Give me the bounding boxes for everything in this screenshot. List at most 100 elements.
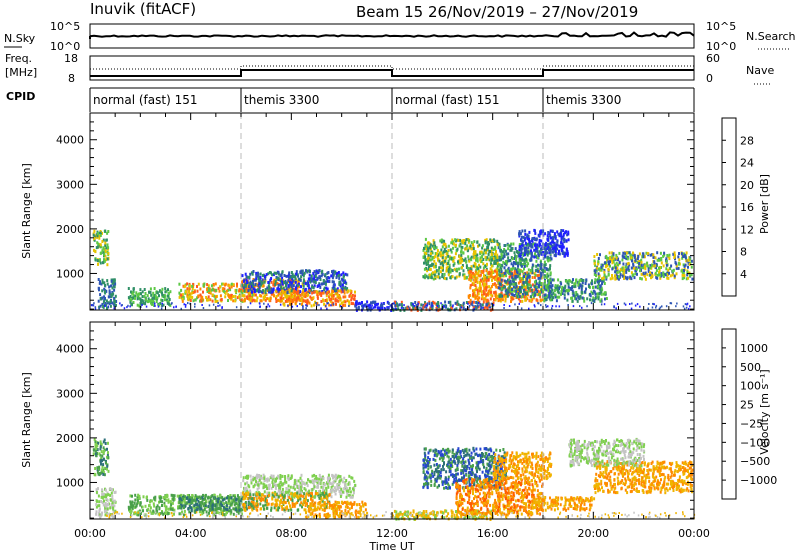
- range-gate-cell: [626, 262, 629, 266]
- range-gate-cell: [518, 273, 521, 277]
- range-gate-cell: [507, 287, 510, 291]
- range-gate-cell: [209, 502, 212, 506]
- range-gate-cell: [104, 244, 107, 247]
- range-gate-cell: [187, 507, 190, 511]
- range-gate-cell: [444, 243, 447, 246]
- range-gate-cell: [540, 290, 543, 294]
- range-gate-cell: [552, 291, 555, 295]
- range-gate-cell: [298, 295, 301, 299]
- range-gate-cell: [685, 259, 688, 263]
- range-gate-cell: [188, 297, 191, 301]
- range-gate-cell: [249, 280, 252, 284]
- range-gate-cell: [517, 281, 520, 285]
- range-gate-cell: [307, 281, 309, 285]
- range-gate-cell: [665, 267, 668, 271]
- range-gate-cell: [101, 278, 104, 282]
- range-gate-cell: [374, 305, 377, 309]
- range-gate-cell: [429, 252, 432, 256]
- range-gate-cell: [98, 307, 100, 310]
- range-gate-cell: [271, 290, 274, 294]
- range-gate-cell: [501, 298, 504, 302]
- range-gate-cell: [463, 239, 466, 242]
- range-gate-cell: [614, 270, 617, 274]
- range-gate-cell: [515, 292, 518, 296]
- range-gate-cell: [149, 509, 152, 513]
- range-gate-cell: [194, 510, 197, 514]
- range-gate-cell: [465, 301, 468, 304]
- range-gate-cell: [510, 242, 513, 246]
- range-gate-cell: [540, 230, 542, 234]
- range-gate-cell: [687, 276, 690, 280]
- range-gate-cell: [508, 271, 510, 275]
- range-gate-cell: [178, 282, 181, 286]
- range-gate-cell: [560, 241, 563, 244]
- range-gate-cell: [560, 292, 562, 296]
- range-gate-cell: [499, 298, 502, 302]
- range-gate-cell: [613, 257, 616, 261]
- range-gate-cell: [199, 506, 202, 510]
- range-gate-cell: [424, 306, 426, 309]
- range-gate-cell: [539, 276, 542, 280]
- range-gate-cell: [171, 501, 174, 505]
- range-gate-cell: [324, 282, 327, 286]
- range-gate-cell: [537, 276, 540, 280]
- range-gate-cell: [106, 447, 108, 451]
- range-gate-cell: [306, 280, 309, 284]
- range-gate-cell: [498, 269, 501, 273]
- range-gate-cell: [687, 265, 689, 269]
- range-gate-cell: [427, 257, 429, 261]
- range-gate-cell: [438, 266, 441, 270]
- range-gate-cell: [108, 289, 111, 293]
- range-gate-cell: [94, 250, 97, 254]
- range-gate-cell: [456, 302, 459, 306]
- range-gate-cell: [597, 283, 600, 286]
- range-gate-cell: [441, 245, 444, 249]
- range-gate-cell: [274, 289, 277, 293]
- range-gate-cell: [136, 502, 139, 506]
- range-gate-cell: [302, 284, 305, 288]
- range-gate-cell: [523, 275, 525, 278]
- range-gate-cell: [281, 487, 284, 491]
- range-gate-cell: [600, 292, 603, 296]
- range-gate-cell: [603, 303, 606, 306]
- range-gate-cell: [144, 292, 147, 295]
- range-gate-cell: [101, 281, 104, 285]
- range-gate-cell: [103, 510, 106, 513]
- range-gate-cell: [95, 510, 98, 514]
- range-gate-cell: [274, 486, 277, 490]
- range-gate-cell: [468, 277, 471, 281]
- range-gate-cell: [534, 231, 537, 235]
- range-gate-cell: [334, 299, 337, 303]
- range-gate-cell: [98, 512, 101, 516]
- range-gate-cell: [575, 297, 578, 301]
- range-gate-cell: [526, 264, 529, 268]
- range-gate-cell: [640, 265, 643, 269]
- range-gate-cell: [227, 501, 230, 505]
- range-gate-cell: [455, 243, 457, 247]
- range-gate-cell: [500, 258, 503, 262]
- range-gate-cell: [647, 269, 650, 273]
- range-gate-cell: [460, 239, 463, 243]
- range-gate-cell: [152, 294, 155, 298]
- range-gate-cell: [543, 299, 546, 303]
- range-gate-cell: [563, 293, 566, 297]
- range-gate-cell: [211, 299, 214, 303]
- range-gate-cell: [349, 289, 352, 293]
- range-gate-cell: [98, 236, 101, 240]
- range-gate-cell: [271, 478, 274, 482]
- range-gate-cell: [229, 294, 232, 298]
- range-gate-cell: [175, 305, 177, 308]
- range-gate-cell: [429, 254, 432, 258]
- range-gate-cell: [545, 251, 547, 255]
- range-gate-cell: [113, 296, 116, 300]
- range-gate-cell: [507, 252, 510, 256]
- range-gate-cell: [101, 240, 104, 243]
- range-gate-cell: [286, 299, 289, 303]
- y-tick-label: 4000: [56, 134, 84, 147]
- range-gate-cell: [302, 307, 304, 310]
- range-gate-cell: [443, 272, 446, 276]
- range-gate-cell: [425, 306, 428, 309]
- range-gate-cell: [339, 298, 342, 302]
- range-gate-cell: [260, 294, 262, 298]
- range-gate-cell: [482, 269, 485, 273]
